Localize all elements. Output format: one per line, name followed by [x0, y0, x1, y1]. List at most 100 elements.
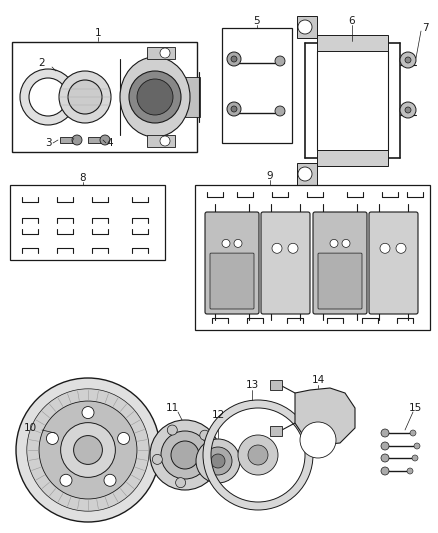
FancyBboxPatch shape [318, 253, 362, 309]
Circle shape [200, 430, 210, 440]
Circle shape [272, 243, 282, 253]
Circle shape [68, 80, 102, 114]
Bar [88, 137, 102, 143]
Circle shape [59, 71, 111, 123]
FancyBboxPatch shape [313, 212, 367, 314]
Circle shape [298, 167, 312, 181]
Text: 6: 6 [349, 16, 355, 26]
Circle shape [227, 102, 241, 116]
Circle shape [204, 447, 232, 475]
Circle shape [118, 432, 130, 445]
Circle shape [60, 423, 115, 478]
Circle shape [330, 239, 338, 247]
Circle shape [196, 439, 240, 483]
Circle shape [381, 429, 389, 437]
Bar [185, 77, 200, 117]
Bar [147, 135, 175, 147]
Circle shape [405, 57, 411, 63]
Circle shape [410, 430, 416, 436]
Circle shape [381, 442, 389, 450]
Circle shape [381, 454, 389, 462]
Text: 13: 13 [245, 380, 258, 390]
Circle shape [20, 69, 76, 125]
Circle shape [381, 467, 389, 475]
Circle shape [400, 102, 416, 118]
Circle shape [227, 52, 241, 66]
Text: 15: 15 [408, 403, 422, 413]
Circle shape [60, 474, 72, 486]
Text: 11: 11 [166, 403, 179, 413]
Bar [10, 185, 165, 260]
Circle shape [205, 463, 215, 473]
Circle shape [160, 136, 170, 146]
Ellipse shape [120, 57, 190, 137]
Circle shape [298, 20, 312, 34]
Circle shape [231, 106, 237, 112]
Bar [297, 163, 317, 185]
Bar [270, 426, 282, 436]
Circle shape [39, 401, 137, 499]
Circle shape [129, 71, 181, 123]
Text: 8: 8 [80, 173, 86, 183]
FancyBboxPatch shape [210, 253, 254, 309]
Circle shape [171, 441, 199, 469]
Text: 14: 14 [311, 375, 325, 385]
Circle shape [288, 243, 298, 253]
Circle shape [104, 474, 116, 486]
Bar [195, 185, 430, 330]
Circle shape [176, 478, 186, 488]
Bar [60, 137, 74, 143]
Text: 12: 12 [212, 410, 225, 420]
Circle shape [167, 425, 177, 435]
Circle shape [211, 454, 225, 468]
Bar [12, 42, 197, 152]
Circle shape [29, 78, 67, 116]
Circle shape [137, 79, 173, 115]
Circle shape [405, 107, 411, 113]
Circle shape [400, 52, 416, 68]
Circle shape [414, 443, 420, 449]
Circle shape [275, 106, 285, 116]
Text: 4: 4 [107, 138, 113, 148]
Circle shape [46, 432, 58, 445]
Circle shape [16, 378, 160, 522]
Circle shape [342, 239, 350, 247]
FancyBboxPatch shape [261, 212, 310, 314]
Bar [317, 150, 388, 166]
Circle shape [161, 431, 209, 479]
Bar [317, 35, 388, 51]
Circle shape [238, 435, 278, 475]
Text: 5: 5 [254, 16, 260, 26]
FancyBboxPatch shape [369, 212, 418, 314]
Text: 2: 2 [39, 58, 45, 68]
Circle shape [74, 435, 102, 464]
Circle shape [275, 56, 285, 66]
Circle shape [407, 468, 413, 474]
Bar [270, 380, 282, 390]
Circle shape [72, 135, 82, 145]
Circle shape [100, 135, 110, 145]
Circle shape [412, 455, 418, 461]
Circle shape [152, 454, 162, 464]
Circle shape [248, 445, 268, 465]
Circle shape [234, 239, 242, 247]
Bar [147, 47, 175, 59]
Circle shape [300, 422, 336, 458]
Circle shape [160, 48, 170, 58]
Bar [222, 28, 292, 143]
Wedge shape [203, 400, 313, 510]
Text: 10: 10 [24, 423, 36, 433]
Text: 9: 9 [267, 171, 273, 181]
Text: 1: 1 [95, 28, 101, 38]
Polygon shape [295, 388, 355, 445]
Circle shape [27, 389, 149, 511]
Circle shape [82, 407, 94, 418]
Circle shape [222, 239, 230, 247]
FancyBboxPatch shape [205, 212, 259, 314]
Text: 3: 3 [45, 138, 51, 148]
Circle shape [396, 243, 406, 253]
Circle shape [231, 56, 237, 62]
Circle shape [380, 243, 390, 253]
Circle shape [150, 420, 220, 490]
Text: 7: 7 [422, 23, 428, 33]
